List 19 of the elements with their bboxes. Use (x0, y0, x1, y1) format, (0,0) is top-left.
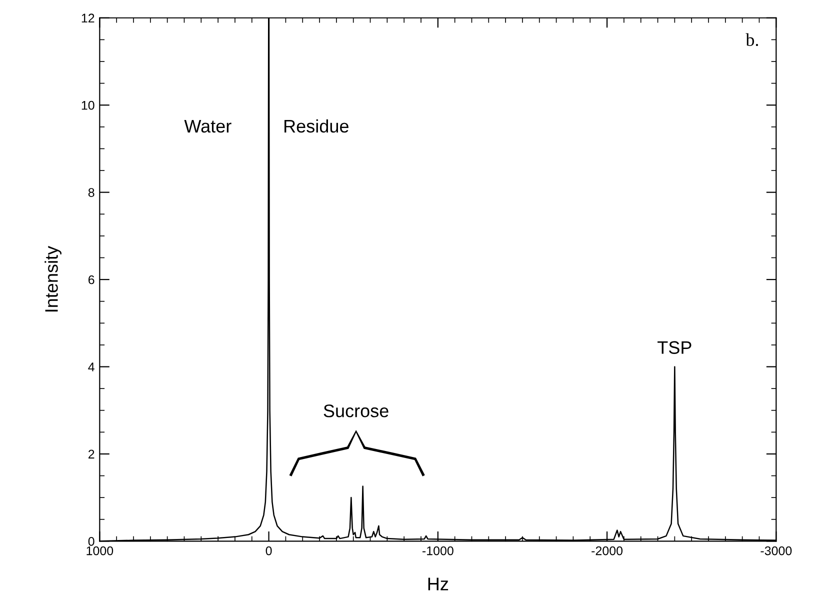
y-tick-label: 4 (88, 362, 94, 372)
x-tick-label: -1000 (422, 546, 454, 556)
x-tick-label: 0 (266, 546, 272, 556)
y-tick-label: 12 (82, 14, 94, 22)
x-tick-label: -2000 (592, 546, 623, 556)
annotation: b. (746, 33, 758, 46)
y-tick-label: 6 (88, 275, 94, 284)
y-tick-label: 8 (88, 188, 94, 197)
y-tick-label: 2 (88, 450, 94, 458)
annotation: Water (184, 120, 232, 133)
annotation: Sucrose (324, 404, 388, 418)
x-tick-label: -3000 (760, 546, 792, 556)
y-axis-title: Intensity (44, 246, 62, 312)
annotation: Residue (284, 119, 348, 133)
y-tick-label: 10 (82, 100, 94, 110)
x-axis-title: Hz (428, 578, 448, 590)
annotation: TSP (658, 341, 692, 354)
x-tick-label: 1000 (86, 546, 114, 556)
y-tick-label: 0 (88, 536, 94, 546)
